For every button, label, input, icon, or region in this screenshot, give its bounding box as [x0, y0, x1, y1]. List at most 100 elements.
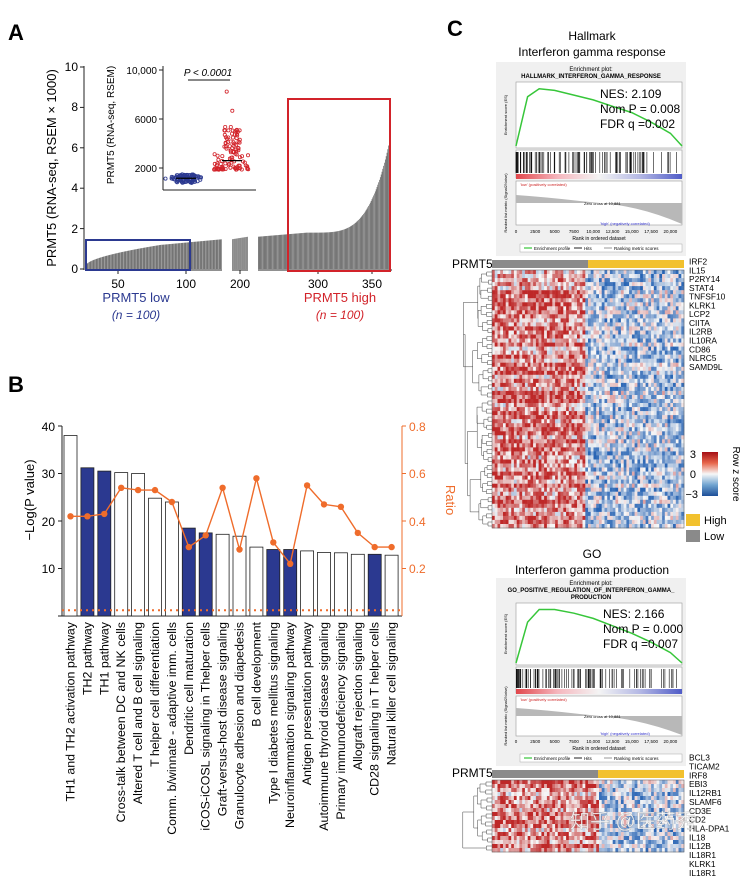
heatmap-cell — [579, 286, 583, 291]
gsea-xtick: 2500 — [530, 229, 541, 234]
heatmap-cell — [530, 423, 534, 428]
heatmap-cell — [533, 318, 537, 323]
heatmap-cell — [612, 443, 616, 448]
heatmap-cell — [519, 390, 523, 396]
ratio-point — [303, 482, 311, 489]
heatmap-cell — [516, 455, 520, 460]
heatmap-cell — [656, 399, 660, 404]
heatmap-cell — [530, 302, 534, 307]
panel-b-ytick-left: 20 — [42, 515, 56, 529]
heatmap-cell — [590, 286, 594, 291]
gsea1-legend-profile: Enrichment profile — [534, 246, 571, 251]
heatmap-cell — [546, 298, 550, 303]
expression-bar — [136, 249, 137, 269]
inset-ylabel: PRMT5 (RNA-seq, RSEM) — [106, 66, 117, 184]
heatmap-cell — [631, 415, 635, 420]
expression-bar — [366, 208, 368, 269]
heatmap-cell — [574, 290, 578, 295]
heatmap-cell — [497, 487, 501, 492]
heatmap-cell — [629, 451, 633, 456]
heatmap-cell — [662, 491, 666, 496]
heatmap-cell — [651, 278, 655, 283]
expression-bar — [364, 211, 366, 269]
heatmap-cell — [642, 495, 646, 501]
heatmap-cell — [590, 503, 594, 509]
expression-bar — [176, 243, 177, 269]
expression-bar — [372, 197, 374, 269]
heatmap-cell — [651, 302, 655, 307]
heatmap-cell — [538, 270, 542, 275]
heatmap-cell — [670, 274, 674, 279]
heatmap-cell — [527, 374, 531, 380]
heatmap-cell — [585, 483, 589, 488]
dendrogram-branch — [487, 400, 492, 406]
heatmap-cell — [524, 286, 528, 291]
heatmap-cell — [519, 415, 523, 420]
expression-bar — [108, 255, 109, 269]
heatmap-cell — [571, 459, 575, 464]
heatmap-cell — [511, 455, 515, 460]
heatmap-cell — [626, 419, 630, 424]
heatmap-cell — [659, 491, 663, 496]
heatmap-cell — [541, 399, 545, 404]
dendrogram-branch — [487, 521, 492, 527]
dendrogram-branch — [467, 431, 478, 497]
heatmap-cell — [612, 358, 616, 363]
heatmap-cell — [568, 362, 572, 367]
heatmap-cell — [634, 471, 638, 476]
heatmap-cell — [648, 399, 652, 404]
heatmap-cell — [670, 495, 674, 501]
heatmap-cell — [541, 366, 545, 372]
panel-b-ytick-left: 10 — [42, 562, 56, 576]
heatmap-cell — [593, 431, 597, 436]
ratio-point — [219, 484, 226, 491]
heatmap-cell — [535, 487, 539, 492]
heatmap-cell — [579, 499, 583, 505]
heatmap-cell — [552, 382, 556, 388]
heatmap-cell — [664, 423, 668, 428]
heatmap-cell — [670, 358, 674, 363]
heatmap-cell — [637, 479, 641, 484]
heatmap-cell — [568, 358, 572, 363]
heatmap-cell — [648, 395, 652, 400]
heatmap-cell — [546, 354, 550, 359]
heatmap-cell — [579, 374, 583, 380]
heatmap-cell — [500, 415, 504, 420]
expression-bar — [356, 221, 358, 269]
heatmap-cell — [582, 411, 586, 416]
heatmap-cell — [533, 403, 537, 408]
heatmap-cell — [662, 338, 666, 343]
heatmap-cell — [552, 503, 556, 509]
heatmap-cell — [552, 306, 556, 311]
heatmap-cell — [549, 495, 553, 501]
heatmap-cell — [513, 294, 517, 299]
heatmap-cell — [557, 483, 561, 488]
heatmap-cell — [645, 338, 649, 343]
heatmap-cell — [577, 495, 580, 501]
heatmap-cell — [519, 370, 523, 376]
heatmap-cell — [579, 423, 583, 428]
inset-dot-high — [246, 167, 251, 172]
heatmap-cell — [675, 431, 679, 436]
heatmap-cell — [557, 358, 561, 363]
heatmap-cell — [648, 435, 652, 440]
heatmap-cell — [492, 455, 495, 460]
heatmap-cell — [494, 415, 498, 420]
inset-dot-high — [212, 161, 217, 166]
heatmap-cell — [615, 407, 619, 412]
heatmap-cell — [634, 411, 638, 416]
heatmap-cell — [568, 435, 572, 440]
heatmap-1: PRMT5 IRF2IL15P2RY14STAT4TNFSF10KLRK1LCP… — [452, 257, 726, 529]
heatmap-cell — [538, 310, 542, 315]
expression-bar — [212, 240, 213, 269]
heatmap-cell — [511, 471, 515, 476]
heatmap-cell — [656, 395, 660, 400]
heatmap-cell — [522, 290, 526, 295]
heatmap-cell — [664, 278, 668, 283]
heatmap-cell — [519, 362, 523, 367]
heatmap-cell — [582, 431, 586, 436]
heatmap-cell — [549, 286, 553, 291]
heatmap-cell — [662, 378, 666, 384]
expression-bar — [133, 249, 135, 269]
expression-bar — [388, 145, 389, 269]
